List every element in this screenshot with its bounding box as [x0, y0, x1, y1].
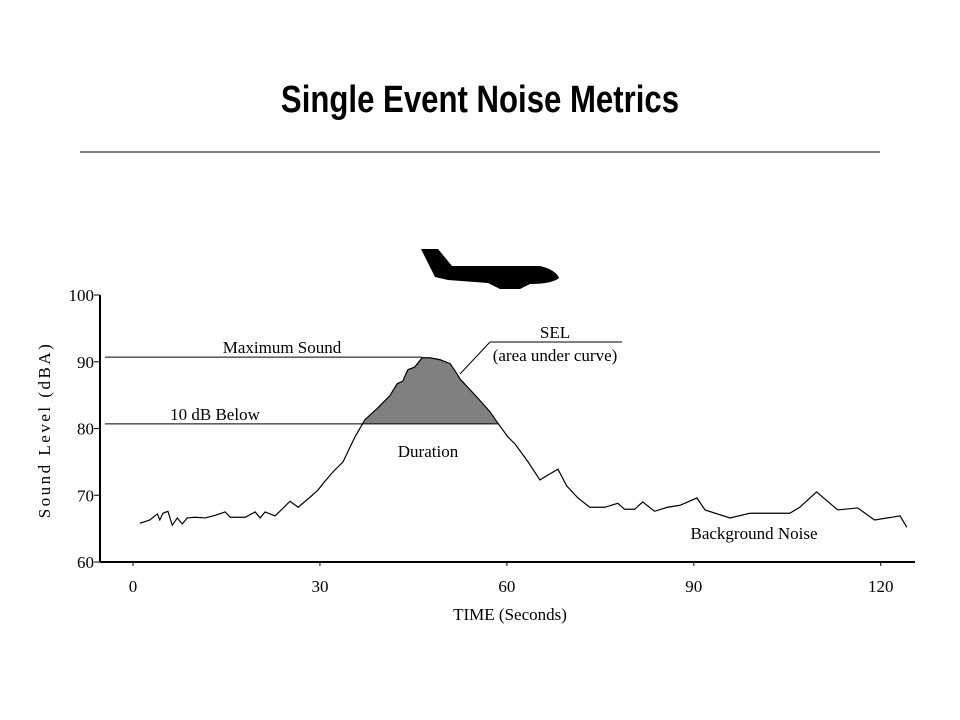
y-axis-label: Sound Level (dBA) — [35, 342, 54, 519]
x-tick-label: 120 — [868, 577, 894, 596]
annotation: SEL — [540, 323, 570, 342]
y-tick-label: 80 — [77, 420, 94, 439]
chart-title: Single Event Noise Metrics — [281, 79, 679, 121]
sel-leader — [459, 341, 491, 375]
annotation: Duration — [398, 442, 459, 461]
x-tick-label: 30 — [311, 577, 328, 596]
reference-label: Maximum Sound — [223, 338, 342, 357]
sound-level-line — [139, 357, 908, 528]
y-tick-label: 60 — [77, 553, 94, 572]
annotation: Background Noise — [690, 524, 817, 543]
y-tick-label: 100 — [69, 286, 95, 305]
x-tick-label: 0 — [129, 577, 138, 596]
x-axis-label: TIME (Seconds) — [453, 605, 567, 624]
annotation: (area under curve) — [493, 346, 618, 365]
reference-label: 10 dB Below — [170, 405, 260, 424]
y-tick-label: 90 — [77, 353, 94, 372]
y-tick-label: 70 — [77, 486, 94, 505]
airplane — [421, 249, 559, 289]
x-tick-label: 60 — [498, 577, 515, 596]
x-tick-label: 90 — [685, 577, 702, 596]
sel-area — [362, 357, 499, 424]
